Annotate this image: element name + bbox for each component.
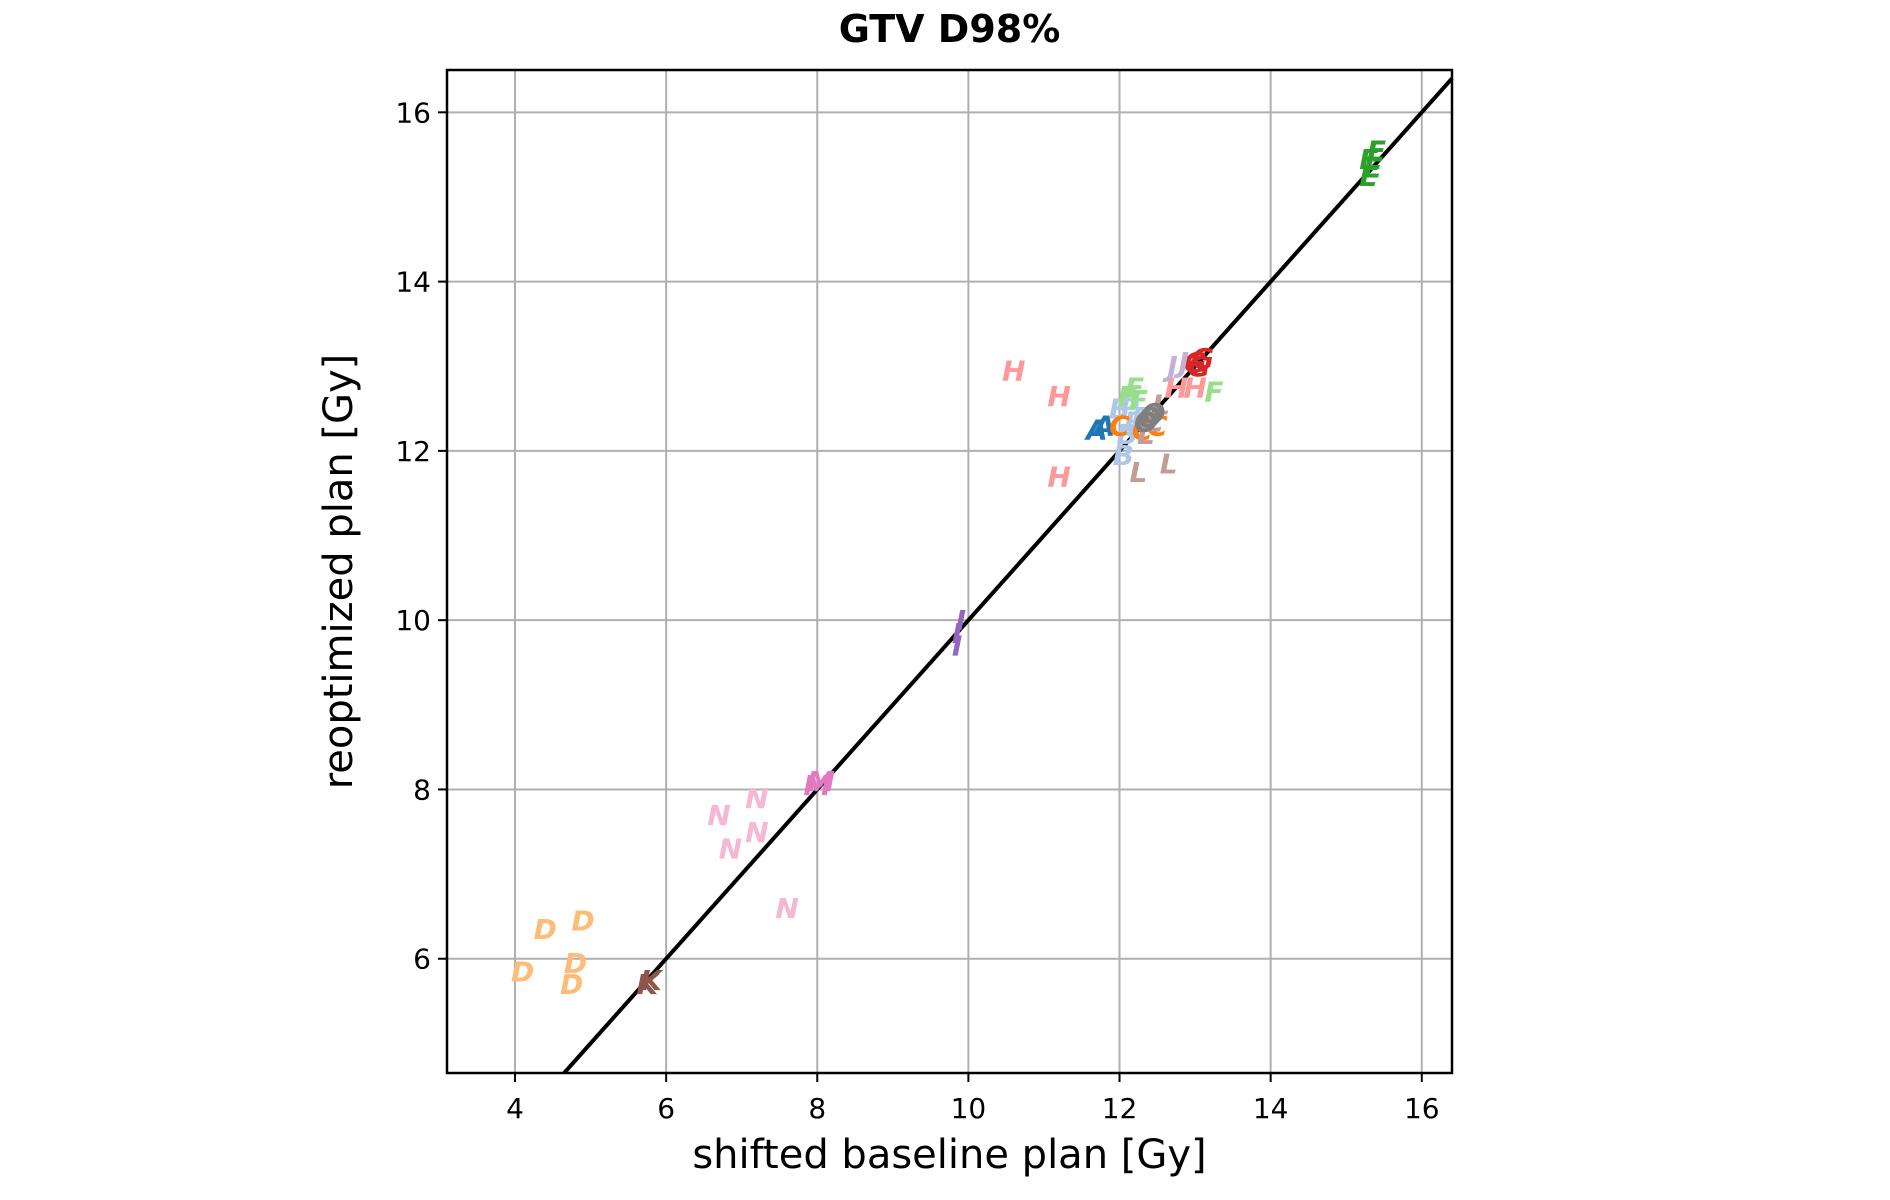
chart-title: GTV D98% (839, 7, 1061, 51)
data-point-b: B (1116, 418, 1137, 451)
data-point-h: H (1164, 371, 1187, 404)
data-point-d: D (560, 968, 583, 1001)
data-point-d: D (511, 955, 534, 988)
x-tick-label: 10 (951, 1092, 987, 1125)
x-tick-label: 6 (657, 1092, 675, 1125)
data-point-b: B (1113, 439, 1134, 472)
data-point-k: K (640, 964, 664, 997)
data-point-n: N (745, 816, 768, 849)
y-tick-label: 14 (395, 266, 431, 299)
data-point-a: A (1092, 409, 1116, 442)
data-point-c: C (1132, 414, 1153, 447)
data-point-i: I (952, 617, 962, 650)
data-point-b: B (1124, 405, 1145, 438)
data-point-o: O (1142, 397, 1166, 430)
data-point-b: B (1120, 384, 1141, 417)
data-point-f: F (1118, 380, 1137, 413)
data-point-c: C (1147, 409, 1168, 442)
data-point-g: G (1184, 346, 1207, 379)
data-point-l: L (1160, 448, 1178, 481)
data-point-g: G (1191, 342, 1214, 375)
identity-line (562, 77, 1454, 1075)
data-point-e: E (1363, 151, 1382, 184)
data-point-b: B (1109, 393, 1130, 426)
data-point-h: H (1002, 354, 1025, 387)
data-point-n: N (707, 799, 730, 832)
data-point-h: H (1047, 380, 1070, 413)
data-point-b: B (1132, 401, 1153, 434)
plot-frame (445, 68, 1454, 1075)
data-point-i: I (952, 630, 962, 663)
y-tick-label: 6 (413, 943, 431, 976)
y-tick-label: 10 (395, 604, 431, 637)
data-point-n: N (775, 892, 798, 925)
data-point-i: I (956, 604, 966, 637)
data-point-m: M (807, 765, 835, 798)
y-tick-label: 16 (395, 96, 431, 129)
data-point-n: N (745, 782, 768, 815)
data-point-n: N (719, 833, 742, 866)
data-point-e: E (1359, 143, 1378, 176)
data-point-d: D (564, 947, 587, 980)
data-point-l: L (1137, 418, 1155, 451)
data-point-e: E (1367, 134, 1386, 167)
data-point-o: O (1138, 401, 1162, 434)
data-point-c: C (1109, 409, 1130, 442)
axis-ticks: 4 6 8 10 12 14 16 6 8 10 12 14 16 (395, 96, 1439, 1125)
data-point-l: L (1129, 456, 1147, 489)
data-point-f: F (1204, 376, 1223, 409)
data-point-e: E (1359, 160, 1378, 193)
data-point-f: F (1125, 371, 1144, 404)
data-point-a: A (1084, 414, 1108, 447)
y-axis-label: reoptimized plan [Gy] (316, 354, 362, 790)
data-point-l: L (1152, 388, 1170, 421)
data-point-o: O (1134, 405, 1158, 438)
data-point-h: H (1183, 371, 1206, 404)
y-tick-label: 8 (413, 773, 431, 806)
x-tick-label: 14 (1253, 1092, 1289, 1125)
data-point-k: K (636, 968, 660, 1001)
x-tick-label: 12 (1102, 1092, 1138, 1125)
data-point-f: F (1129, 384, 1148, 417)
data-point-m: M (803, 769, 831, 802)
x-tick-label: 16 (1404, 1092, 1440, 1125)
data-point-d: D (534, 913, 557, 946)
y-tick-label: 12 (395, 435, 431, 468)
grid (447, 70, 1452, 1073)
x-tick-label: 4 (506, 1092, 524, 1125)
x-axis-label: shifted baseline plan [Gy] (692, 1132, 1206, 1178)
data-point-l: L (1145, 405, 1163, 438)
data-point-h: H (1047, 460, 1070, 493)
data-point-d: D (571, 905, 594, 938)
data-point-g: G (1187, 350, 1210, 383)
data-point-c: C (1143, 405, 1164, 438)
x-tick-label: 8 (808, 1092, 826, 1125)
